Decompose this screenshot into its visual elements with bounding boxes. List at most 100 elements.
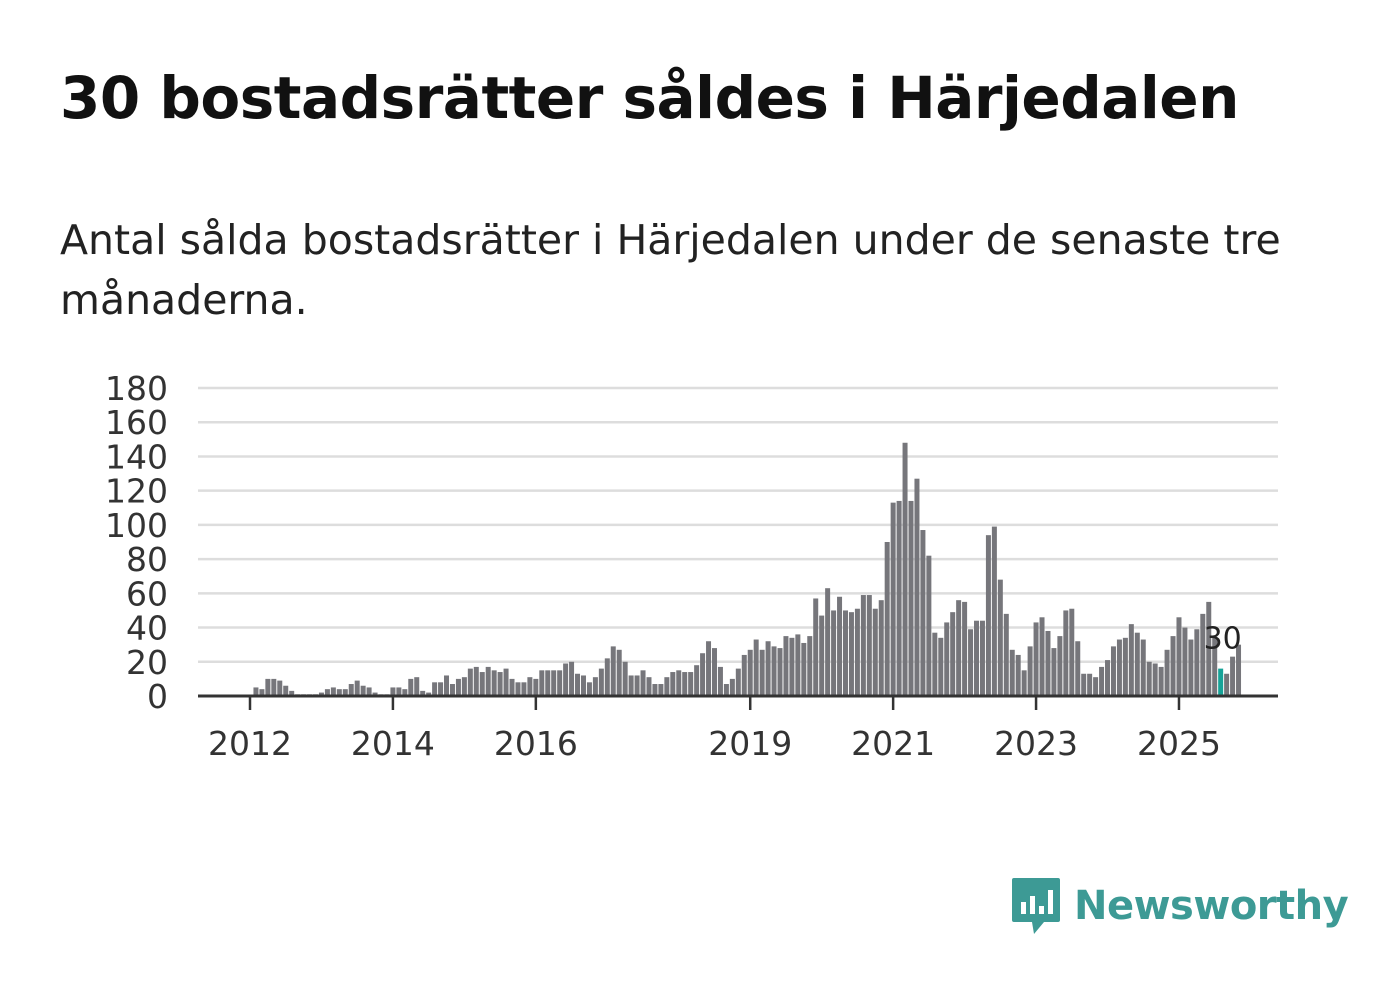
bar — [354, 680, 360, 696]
bar — [729, 678, 735, 696]
bar — [497, 672, 503, 696]
bar — [1158, 666, 1164, 696]
bar — [444, 675, 450, 696]
bar — [741, 654, 747, 696]
bar — [1069, 608, 1075, 696]
x-tick-label: 2025 — [1137, 724, 1221, 763]
bar — [1152, 663, 1158, 696]
bar — [1057, 636, 1063, 696]
annotations: 30 — [1204, 622, 1242, 657]
bar — [664, 677, 670, 696]
bar — [735, 668, 741, 696]
bar — [1164, 649, 1170, 696]
bar — [783, 636, 789, 696]
y-tick-label: 60 — [126, 574, 168, 613]
bar — [854, 608, 860, 696]
bar — [390, 687, 396, 696]
brand-name: Newsworthy — [1074, 883, 1349, 929]
bar — [289, 690, 295, 696]
y-tick-label: 160 — [105, 403, 168, 442]
bar — [807, 636, 813, 696]
bar — [896, 500, 902, 696]
bar — [408, 678, 414, 696]
bar — [723, 684, 729, 696]
bar — [473, 666, 479, 696]
bar — [575, 673, 581, 696]
bar — [1015, 654, 1021, 696]
bar — [402, 689, 408, 696]
bar — [658, 684, 664, 696]
y-tick-label: 180 — [105, 369, 168, 408]
bar — [908, 500, 914, 696]
chart-subtitle: Antal sålda bostadsrätter i Härjedalen u… — [60, 216, 1281, 324]
bar — [747, 649, 753, 696]
bar — [1134, 632, 1140, 696]
bar — [1188, 639, 1194, 696]
bar — [1081, 673, 1087, 696]
bar — [825, 588, 831, 696]
x-axis: 2012 2014 2016 2019 2021 2023 2025 — [198, 694, 1278, 763]
bar — [878, 600, 884, 696]
bar — [1105, 660, 1111, 696]
bar — [1009, 649, 1015, 696]
bar — [813, 598, 819, 696]
y-tick-label: 80 — [126, 540, 168, 579]
bar — [920, 530, 926, 696]
bar — [926, 555, 932, 696]
bar — [1087, 673, 1093, 696]
bar — [533, 678, 539, 696]
bar — [890, 502, 896, 696]
bar — [819, 615, 825, 696]
bar — [455, 678, 461, 696]
bar — [438, 682, 444, 696]
bar — [509, 678, 515, 696]
bar — [1116, 639, 1122, 696]
bar — [843, 610, 848, 696]
x-tick-label: 2023 — [994, 724, 1078, 763]
bar — [1063, 610, 1069, 696]
bar — [545, 670, 551, 696]
y-tick-label: 20 — [126, 643, 168, 682]
bar — [467, 668, 473, 696]
bar — [366, 687, 372, 696]
bar — [1176, 617, 1182, 696]
bar — [479, 672, 485, 696]
bar — [616, 649, 622, 696]
bar — [795, 634, 801, 696]
bar — [563, 663, 569, 696]
bar — [974, 620, 980, 696]
bar — [676, 670, 682, 696]
bar — [985, 535, 991, 696]
bar — [1146, 661, 1152, 696]
bar — [622, 661, 628, 696]
bar — [1075, 641, 1081, 696]
bar — [1039, 617, 1045, 696]
bar — [789, 637, 795, 696]
bar — [557, 670, 563, 696]
bar — [580, 675, 586, 696]
bar — [914, 478, 920, 696]
bar — [860, 595, 866, 696]
bar — [950, 612, 956, 696]
bar — [801, 642, 807, 696]
bar — [646, 677, 652, 696]
bar — [884, 542, 890, 696]
bar — [1021, 670, 1027, 696]
bar — [652, 684, 658, 696]
bar — [848, 612, 854, 696]
bar — [706, 641, 712, 696]
bar — [330, 687, 336, 696]
bar — [1027, 646, 1033, 696]
bar — [372, 692, 378, 696]
bar — [503, 668, 509, 696]
bar — [515, 682, 521, 696]
y-tick-label: 0 — [147, 677, 168, 716]
bar — [426, 692, 432, 696]
bar — [700, 653, 706, 696]
bar — [962, 601, 968, 696]
bar — [449, 684, 455, 696]
bar — [1128, 624, 1134, 696]
bar — [1140, 639, 1146, 696]
bar — [598, 668, 604, 696]
